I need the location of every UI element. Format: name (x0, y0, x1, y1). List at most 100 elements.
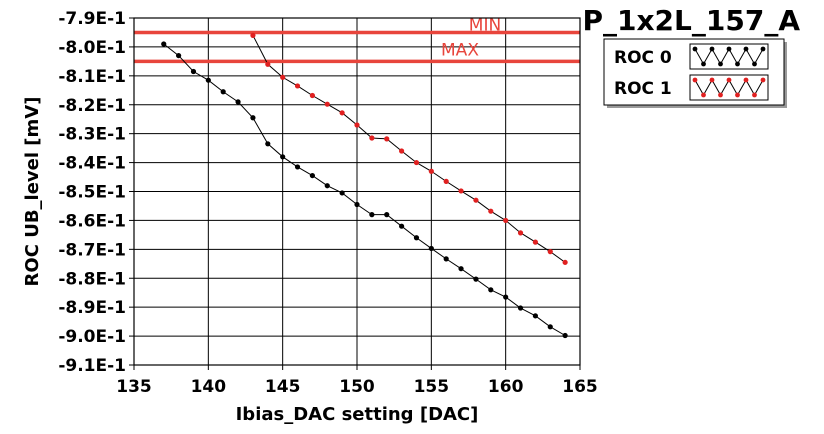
data-point (473, 276, 479, 282)
legend-marker (743, 46, 749, 52)
data-point (176, 52, 182, 59)
y-tick-label: -8.3E-1 (58, 125, 126, 145)
y-tick-label: -9.1E-1 (58, 356, 126, 376)
legend-marker (752, 61, 757, 67)
legend-marker (701, 92, 706, 98)
y-tick-label: -9.0E-1 (58, 327, 126, 347)
data-point (503, 217, 509, 224)
x-ticks: 135 140 145 150 155 160 165 (116, 365, 598, 397)
data-point (235, 99, 241, 105)
legend-marker (692, 46, 698, 52)
data-point (517, 230, 524, 236)
data-point (458, 266, 464, 272)
data-point (443, 178, 449, 184)
data-point (354, 122, 360, 128)
y-tick-label: -8.1E-1 (58, 67, 126, 87)
legend-label: ROC 1 (614, 79, 672, 99)
x-tick-label: 150 (339, 377, 375, 397)
x-tick-label: 160 (488, 377, 524, 397)
reference-lines: MIN MAX (134, 15, 580, 64)
data-point (413, 235, 420, 241)
y-axis-title: ROC UB_level [mV] (22, 97, 43, 287)
data-point (458, 188, 464, 194)
data-point (384, 212, 390, 218)
data-point (294, 164, 301, 170)
data-point (562, 259, 568, 265)
y-ticks: -7.9E-1 -8.0E-1 -8.1E-1 -8.2E-1 -8.3E-1 -8.4E… (58, 9, 134, 376)
data-point (309, 172, 315, 179)
grid (134, 18, 580, 365)
legend-marker (760, 77, 766, 83)
data-point (220, 89, 226, 95)
data-point (517, 305, 524, 311)
data-point (324, 183, 330, 189)
data-point (443, 256, 449, 262)
legend-marker (735, 61, 740, 67)
data-point (399, 148, 405, 154)
series-1 (250, 32, 568, 265)
x-axis-title: Ibias_DAC setting [DAC] (236, 404, 479, 425)
legend-marker (743, 77, 749, 83)
data-point (369, 212, 375, 218)
ref-label-min: MIN (469, 15, 501, 35)
legend-marker (735, 92, 740, 98)
data-point (339, 110, 345, 116)
chart-title: P_1x2L_157_A (582, 4, 800, 37)
data-point (488, 208, 494, 214)
data-point (473, 197, 479, 203)
data-point (562, 332, 568, 339)
data-point (339, 190, 345, 196)
data-point (265, 61, 271, 67)
x-tick-label: 135 (116, 377, 152, 397)
ref-label-max: MAX (441, 40, 479, 60)
data-point (399, 223, 405, 229)
y-tick-label: -8.0E-1 (58, 38, 126, 58)
data-point (547, 249, 553, 255)
data-point (369, 135, 375, 141)
data-point (190, 68, 197, 75)
y-tick-label: -8.6E-1 (58, 211, 126, 231)
data-point (280, 154, 286, 160)
data-point (280, 74, 286, 80)
legend-marker (752, 92, 757, 98)
data-point (250, 32, 256, 38)
data-point (265, 141, 271, 147)
data-point (413, 159, 420, 166)
x-tick-label: 165 (562, 377, 598, 397)
legend-marker (718, 92, 723, 98)
series-line (163, 43, 566, 336)
legend-marker (701, 61, 706, 67)
series-line (252, 35, 566, 263)
y-tick-label: -8.5E-1 (58, 183, 126, 203)
series-layer (161, 32, 568, 339)
legend-marker (709, 46, 715, 52)
legend-marker (726, 77, 732, 83)
y-tick-label: -8.2E-1 (58, 96, 126, 116)
y-tick-label: -8.4E-1 (58, 154, 126, 174)
legend-label: ROC 0 (614, 48, 672, 68)
legend-marker (726, 46, 732, 52)
legend-marker (709, 77, 715, 83)
legend-marker (692, 77, 698, 83)
data-point (205, 77, 211, 83)
y-tick-label: -8.8E-1 (58, 269, 126, 289)
y-tick-label: -7.9E-1 (58, 9, 126, 29)
x-tick-label: 140 (191, 377, 227, 397)
y-tick-label: -8.7E-1 (58, 240, 126, 260)
data-point (503, 294, 509, 300)
data-point (324, 101, 330, 107)
x-tick-label: 155 (414, 377, 450, 397)
data-point (161, 41, 167, 47)
data-point (428, 168, 434, 174)
legend-marker (760, 46, 766, 52)
data-point (532, 239, 539, 245)
data-point (309, 92, 315, 99)
data-point (428, 245, 434, 252)
legend-marker (718, 61, 723, 67)
data-point (384, 136, 390, 142)
data-point (354, 201, 360, 208)
data-point (294, 83, 301, 89)
data-point (532, 313, 539, 319)
